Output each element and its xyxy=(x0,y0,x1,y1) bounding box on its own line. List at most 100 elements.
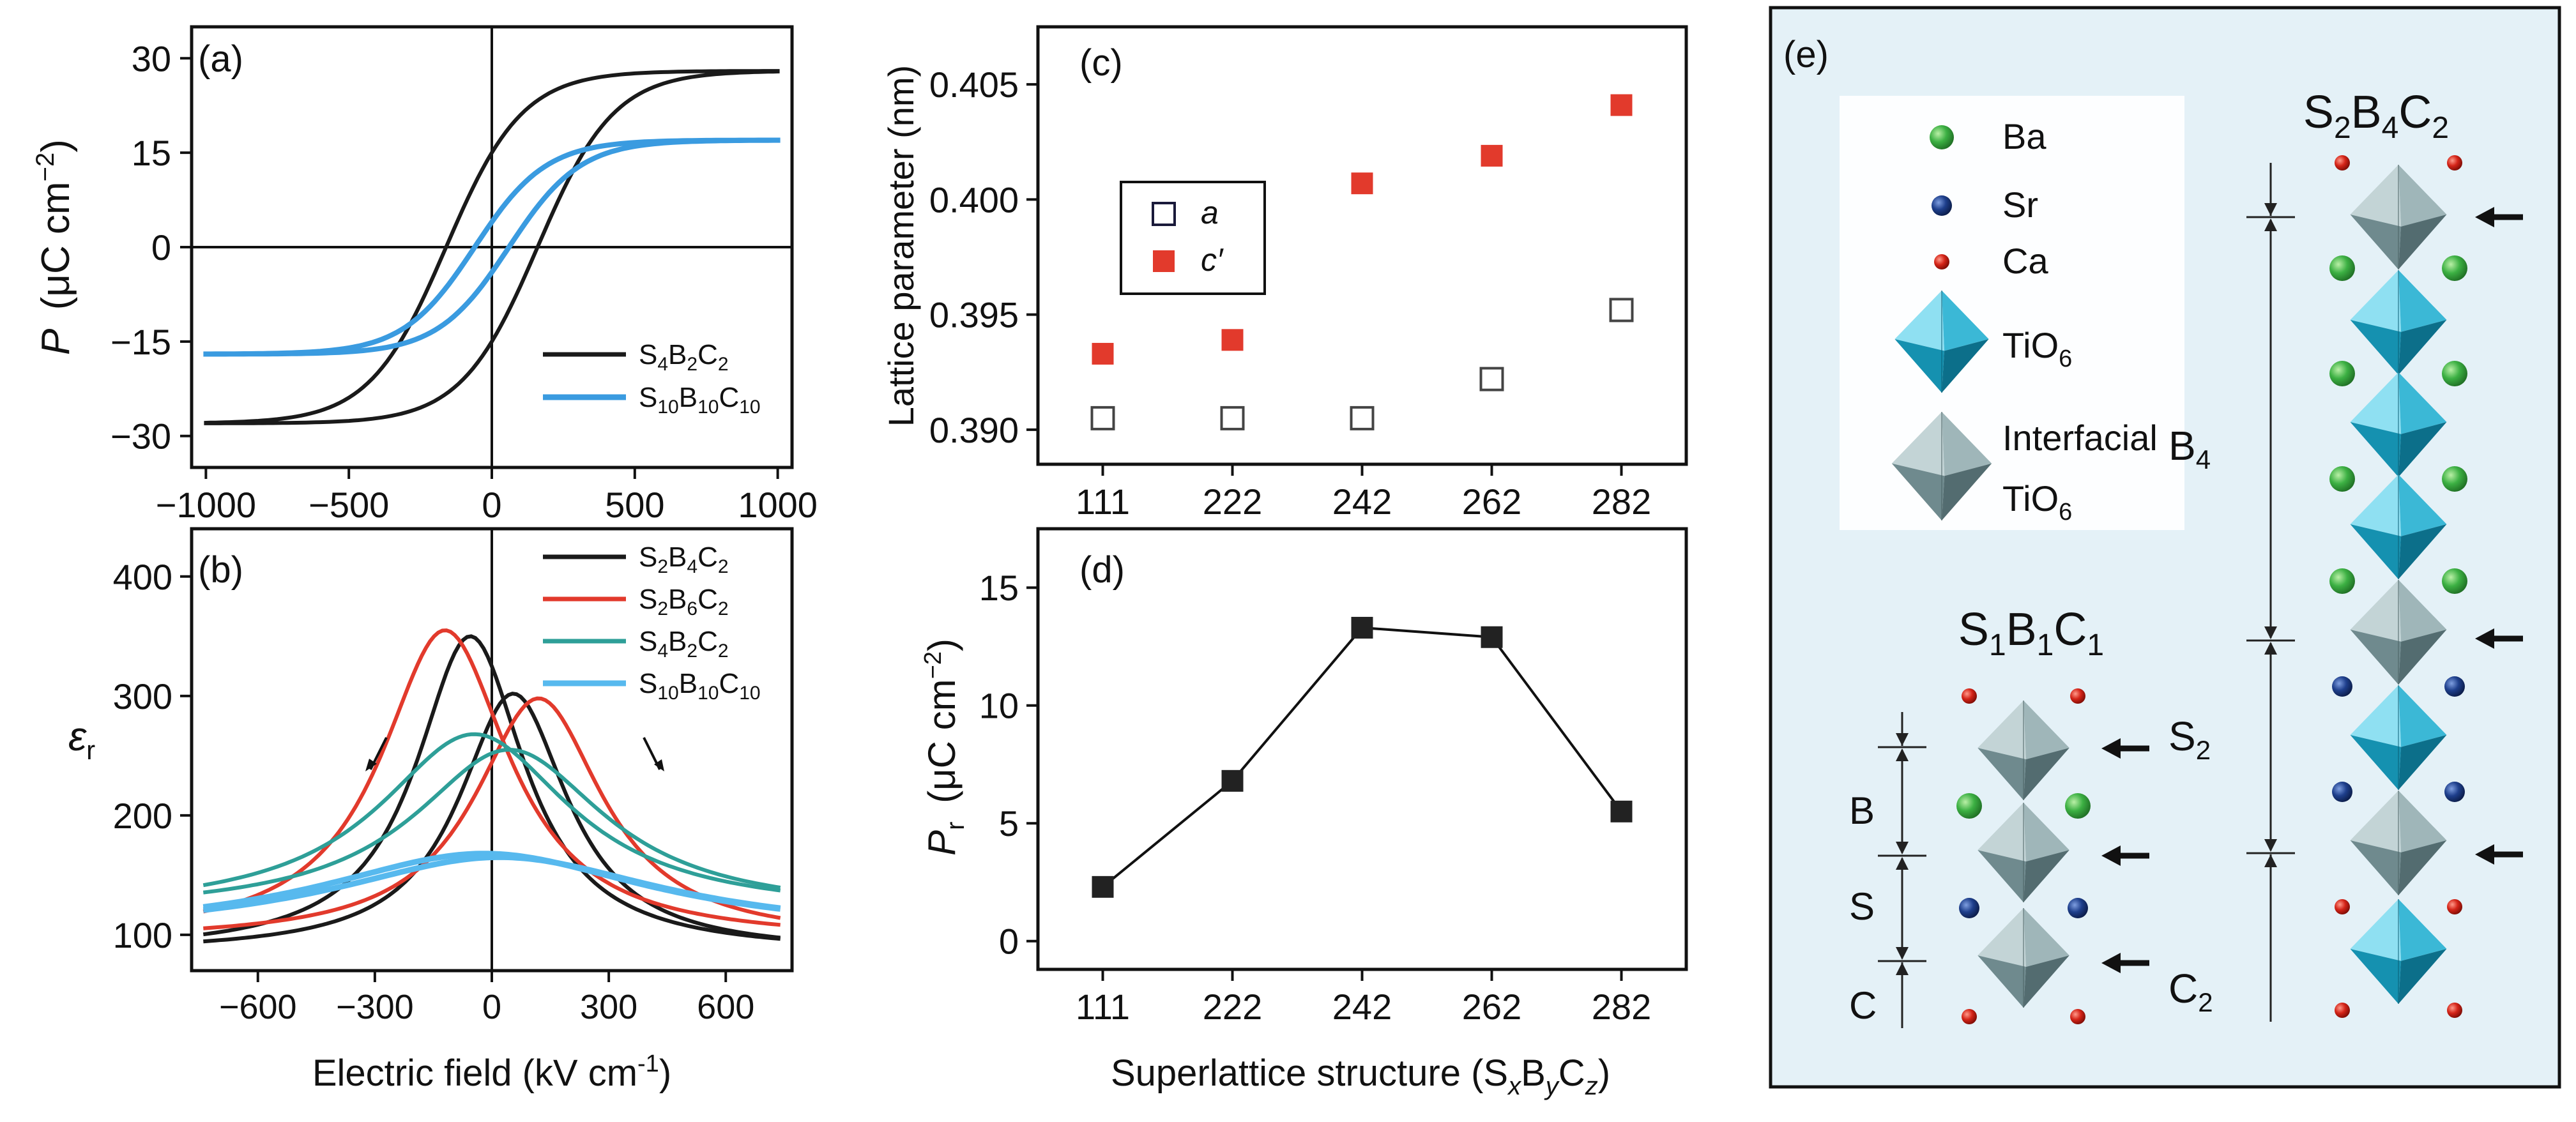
panel-a-loop-1 xyxy=(203,137,781,357)
panel-b-curve-0-1 xyxy=(203,692,781,944)
s2-atom-l-5 xyxy=(2332,676,2352,697)
panel-d-point-0 xyxy=(1092,876,1114,898)
panel-c-xtick-label-0: 111 xyxy=(1076,481,1130,522)
s2-atom-l-6 xyxy=(2332,782,2352,802)
panel-a-ylabel-sup: −2 xyxy=(31,153,59,182)
panel-d-series-line xyxy=(1102,626,1623,888)
panel-c-point-a-3 xyxy=(1479,367,1504,391)
s2-oct-1 xyxy=(2350,270,2447,375)
panel-c-point-c-1 xyxy=(1221,329,1244,351)
s2-atom-l-4 xyxy=(2329,568,2355,594)
panel-a-ytick-label-2: 0 xyxy=(151,227,171,268)
panel-c-ytick-label-0: 0.390 xyxy=(929,410,1019,450)
panel-d-label: (d) xyxy=(1079,549,1125,591)
s1-oct-1 xyxy=(1978,803,2069,902)
panel-c-point-a-4 xyxy=(1609,298,1634,322)
panel-e-legend-label-ca: Ca xyxy=(2002,241,2048,281)
s2-interface-arrow-1 xyxy=(2475,628,2523,649)
s1-dim-lead-top-head xyxy=(1896,733,1909,746)
panel-e-legend-label-ba: Ba xyxy=(2002,116,2046,156)
panel-b-legend: S2B4C2 S2B6C2 S4B2C2 S10B10C10 xyxy=(543,542,761,704)
s1-atom-l-3 xyxy=(1962,1009,1977,1024)
panel-b-xtick-label-1: −300 xyxy=(336,988,414,1026)
panel-e-s1-label-b: B xyxy=(1849,789,1875,832)
panel-c-legend-label-c: c′ xyxy=(1201,242,1224,278)
panel-c-point-c-3 xyxy=(1481,144,1503,167)
panel-c-point-a-1 xyxy=(1220,406,1245,430)
panel-d-xtick-label-0: 111 xyxy=(1076,987,1130,1027)
s1-interface-arrow-2 xyxy=(2101,953,2149,973)
s1-atom-l-2 xyxy=(1959,898,1979,918)
panel-d-xtick-label-3: 262 xyxy=(1462,987,1521,1027)
panel-e-s2-label-c2: C2 xyxy=(2168,966,2213,1017)
panel-c-xtick-label-3: 262 xyxy=(1462,481,1521,522)
panel-c-legend-label-a: a xyxy=(1201,195,1219,231)
panel-d-ytick-label-3: 15 xyxy=(979,568,1019,608)
s2-interface-arrow-0 xyxy=(2475,207,2523,227)
s2-atom-l-0 xyxy=(2335,155,2350,171)
panel-a: (a) −1000 −500 0 500 1000 30 15 0 −15 −30 P (μC … xyxy=(31,25,818,525)
s2-atom-l-8 xyxy=(2335,1003,2350,1018)
panel-b: (b) −600 −300 0 300 600 400 300 200 100 εr Elec… xyxy=(68,527,794,1094)
panel-c-point-c-2 xyxy=(1351,172,1373,195)
panel-a-ylabel-main: P xyxy=(34,329,78,355)
s1-dim-arrow-b xyxy=(1896,748,1909,854)
panel-b-curve-1-0 xyxy=(202,628,781,927)
panel-d-ylabel: Pr (μC cm−2) xyxy=(920,639,972,856)
panel-b-arrow-left-head xyxy=(365,759,377,771)
panel-e-s2-label-b4: B4 xyxy=(2168,423,2211,474)
panel-c-xtick-label-1: 222 xyxy=(1203,481,1262,522)
s2-atom-l-7 xyxy=(2335,899,2350,914)
panel-d-point-3 xyxy=(1481,626,1503,648)
panel-c-label: (c) xyxy=(1079,42,1123,84)
s2-atom-r-4 xyxy=(2442,568,2467,594)
panel-e-label: (e) xyxy=(1783,34,1829,75)
panel-d-point-2 xyxy=(1351,616,1373,639)
panel-e-s2-label-s2: S2 xyxy=(2168,713,2211,765)
panel-b-legend-label-2: S4B2C2 xyxy=(639,626,729,662)
sr-atom-icon xyxy=(1932,195,1952,216)
s2-atom-r-8 xyxy=(2447,1003,2462,1018)
panel-a-legend-label-1: S10B10C10 xyxy=(639,382,761,418)
panel-d-xtick-label-1: 222 xyxy=(1203,987,1262,1027)
s1-atom-l-0 xyxy=(1962,688,1977,704)
panel-b-ylabel: εr xyxy=(68,713,95,765)
panel-b-curve-1-1 xyxy=(203,696,781,930)
panel-a-xtick-label-1: −500 xyxy=(309,485,389,525)
panel-b-curve-3-1 xyxy=(202,854,781,913)
s2-oct-5 xyxy=(2350,685,2447,790)
panel-b-label: (b) xyxy=(198,549,243,591)
panel-a-ylabel-close: ) xyxy=(34,139,78,153)
panel-a-loop-0 xyxy=(204,69,780,425)
panel-b-xtick-label-0: −600 xyxy=(219,988,297,1026)
panel-a-ytick-label-0: 30 xyxy=(132,38,171,79)
panel-a-ylabel-unit: (μC cm xyxy=(34,181,78,310)
ca-atom-icon xyxy=(1934,254,1949,269)
panel-b-xlabel: Electric field (kV cm-1) xyxy=(312,1050,671,1094)
panel-e-s1-label-s: S xyxy=(1849,885,1875,928)
s1-dim-arrow-s xyxy=(1896,857,1909,960)
s2-dim-arrow-b4 xyxy=(2264,218,2277,639)
panel-a-xtick-label-0: −1000 xyxy=(156,485,256,525)
panel-e-s1-label-c: C xyxy=(1849,984,1877,1027)
panel-b-ytick-label-2: 200 xyxy=(113,796,172,836)
panel-c-ytick-label-2: 0.400 xyxy=(929,179,1019,220)
panel-a-label: (a) xyxy=(198,38,243,80)
panel-d-ytick-label-1: 5 xyxy=(999,803,1019,844)
panel-d-ytick-label-2: 10 xyxy=(979,686,1019,726)
panel-e-title-s1b1c1: S1B1C1 xyxy=(1958,604,2104,662)
panel-b-legend-label-0: S2B4C2 xyxy=(639,542,729,577)
panel-c-xtick-label-2: 242 xyxy=(1332,481,1392,522)
panel-a-ylabel: P (μC cm−2) xyxy=(31,139,78,355)
s2-dim-arrow-s2 xyxy=(2264,642,2277,852)
panel-c-xtick-label-4: 282 xyxy=(1592,481,1651,522)
s2-dim-lead-bottom-head xyxy=(2264,854,2277,867)
panel-b-ytick-label-1: 300 xyxy=(113,676,172,716)
panel-b-curve-0-0 xyxy=(202,634,781,941)
s2-oct-4 xyxy=(2350,580,2447,685)
panel-c-ytick-label-3: 0.405 xyxy=(929,64,1019,105)
panel-b-xtick-label-4: 600 xyxy=(697,988,754,1026)
tio6-octahedron-icon xyxy=(1894,291,1989,393)
